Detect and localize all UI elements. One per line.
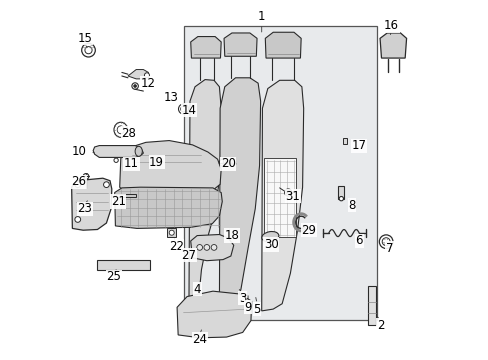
Text: 3: 3 — [239, 292, 246, 305]
Polygon shape — [115, 187, 222, 228]
Text: 9: 9 — [244, 301, 251, 314]
Text: 5: 5 — [253, 303, 260, 316]
Text: 18: 18 — [224, 229, 239, 242]
Text: 25: 25 — [106, 270, 121, 283]
Polygon shape — [379, 33, 406, 58]
Text: 19: 19 — [149, 156, 164, 168]
Bar — [167, 228, 176, 237]
Polygon shape — [190, 37, 221, 58]
Ellipse shape — [382, 238, 389, 246]
Circle shape — [83, 174, 89, 179]
Ellipse shape — [261, 231, 278, 242]
Text: 6: 6 — [355, 234, 362, 247]
Text: 2: 2 — [376, 319, 384, 332]
Text: 12: 12 — [140, 77, 155, 90]
Ellipse shape — [114, 122, 127, 137]
Circle shape — [103, 182, 109, 188]
Polygon shape — [93, 145, 143, 157]
Text: 29: 29 — [301, 224, 316, 237]
Circle shape — [339, 197, 343, 201]
Circle shape — [203, 244, 209, 250]
Circle shape — [144, 73, 149, 78]
Circle shape — [211, 244, 217, 250]
Polygon shape — [190, 234, 233, 261]
Text: 4: 4 — [193, 283, 201, 296]
Ellipse shape — [117, 126, 124, 134]
Circle shape — [75, 217, 81, 222]
Circle shape — [285, 190, 290, 195]
Text: 14: 14 — [181, 104, 196, 117]
Text: 7: 7 — [385, 242, 393, 255]
Text: 17: 17 — [351, 139, 366, 152]
Ellipse shape — [178, 104, 188, 114]
Ellipse shape — [81, 43, 95, 57]
Circle shape — [169, 230, 174, 235]
Polygon shape — [128, 69, 148, 79]
Ellipse shape — [85, 46, 92, 54]
Text: 22: 22 — [168, 240, 183, 253]
Circle shape — [180, 106, 186, 112]
Text: 16: 16 — [383, 19, 398, 32]
Text: 1: 1 — [258, 10, 265, 23]
Polygon shape — [219, 78, 260, 313]
Text: 26: 26 — [71, 175, 86, 188]
Text: 20: 20 — [221, 157, 235, 170]
Polygon shape — [265, 32, 301, 58]
Bar — [264, 158, 296, 237]
Polygon shape — [120, 140, 221, 194]
Text: 24: 24 — [192, 333, 207, 346]
Bar — [367, 286, 375, 325]
Polygon shape — [261, 80, 303, 311]
Polygon shape — [188, 80, 221, 313]
Bar — [116, 194, 136, 197]
Text: 11: 11 — [124, 157, 139, 170]
Ellipse shape — [114, 158, 118, 162]
Text: 28: 28 — [122, 127, 136, 140]
Bar — [343, 138, 346, 144]
Ellipse shape — [284, 189, 291, 196]
Polygon shape — [72, 178, 112, 230]
Text: 21: 21 — [111, 195, 125, 208]
Circle shape — [132, 83, 138, 89]
Text: 13: 13 — [163, 91, 178, 104]
Circle shape — [196, 244, 202, 250]
Text: 10: 10 — [71, 145, 86, 158]
Text: 15: 15 — [77, 32, 92, 45]
Text: 31: 31 — [285, 190, 300, 203]
Text: 8: 8 — [347, 199, 355, 212]
Ellipse shape — [379, 235, 392, 248]
Text: 30: 30 — [264, 238, 278, 251]
Bar — [338, 186, 343, 199]
Ellipse shape — [135, 146, 142, 156]
Bar — [97, 260, 149, 270]
Circle shape — [75, 182, 81, 188]
Polygon shape — [183, 26, 376, 320]
Text: 23: 23 — [77, 202, 92, 215]
Polygon shape — [177, 291, 251, 338]
Circle shape — [219, 159, 226, 166]
Text: 27: 27 — [181, 249, 196, 262]
Circle shape — [133, 85, 136, 87]
Polygon shape — [224, 33, 257, 56]
